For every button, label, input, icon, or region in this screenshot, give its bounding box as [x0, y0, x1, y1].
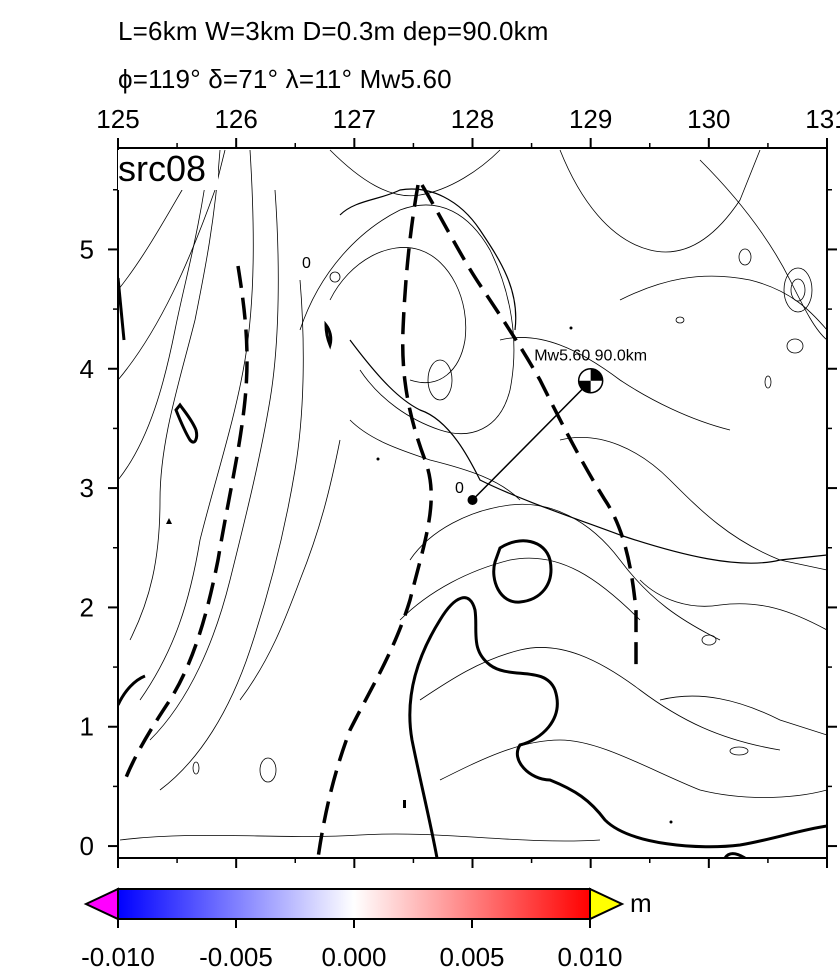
source-mechanism: Mw5.60 90.0km	[467, 348, 647, 506]
colorbar-under-triangle	[83, 887, 119, 921]
beachball-icon	[577, 367, 604, 394]
closed-contours	[192, 248, 813, 783]
colorbar-unit: m	[630, 888, 652, 918]
colorbar-tick-label: -0.010	[81, 942, 155, 972]
y-tick-label: 5	[80, 234, 94, 264]
map-title-geometry: L=6km W=3km D=0.3m dep=90.0km	[118, 16, 549, 46]
y-tick-label: 4	[80, 354, 94, 384]
epicenter-dot	[467, 495, 478, 506]
trench-dashed-lines	[123, 184, 638, 858]
x-tick-label: 129	[569, 104, 612, 134]
colorbar-tick-label: -0.005	[199, 942, 273, 972]
source-label: Mw5.60 90.0km	[534, 348, 647, 365]
colorbar-gradient	[117, 888, 591, 920]
colorbar: m -0.010 -0.005 0.000 0.005 0.010	[81, 887, 652, 972]
colorbar-ticks: -0.010 -0.005 0.000 0.005 0.010	[81, 919, 623, 972]
source-connector-line	[471, 380, 592, 501]
colorbar-over-triangle	[589, 887, 625, 921]
x-tick-label: 128	[451, 104, 494, 134]
x-tick-label: 127	[333, 104, 376, 134]
panel-label: src08	[118, 148, 206, 189]
x-axis: 125 126 127 128 129 130 131	[96, 104, 840, 868]
y-tick-label: 3	[80, 473, 94, 503]
map-title-mechanism: ϕ=119° δ=71° λ=11° Mw5.60	[118, 64, 452, 94]
contour-label: 0	[302, 255, 311, 272]
y-axis: 0 1 2 3 4 5	[80, 189, 837, 861]
y-tick-label: 1	[80, 712, 94, 742]
x-tick-label: 131	[805, 104, 840, 134]
x-tick-label: 126	[214, 104, 257, 134]
x-tick-label: 130	[687, 104, 730, 134]
topography-contours	[118, 149, 827, 842]
colorbar-tick-label: 0.005	[439, 942, 504, 972]
map-markers	[166, 326, 673, 824]
y-tick-label: 2	[80, 592, 94, 622]
y-tick-label: 0	[80, 831, 94, 861]
colorbar-tick-label: 0.000	[321, 942, 386, 972]
panel-label-background	[118, 150, 218, 190]
triangle-marker-icon	[166, 518, 172, 524]
fault-trace-thin	[339, 188, 827, 564]
colorbar-tick-label: 0.010	[557, 942, 622, 972]
small-bar-marker	[403, 800, 406, 808]
x-tick-label: 125	[96, 104, 139, 134]
contour-label: 0	[455, 480, 464, 497]
